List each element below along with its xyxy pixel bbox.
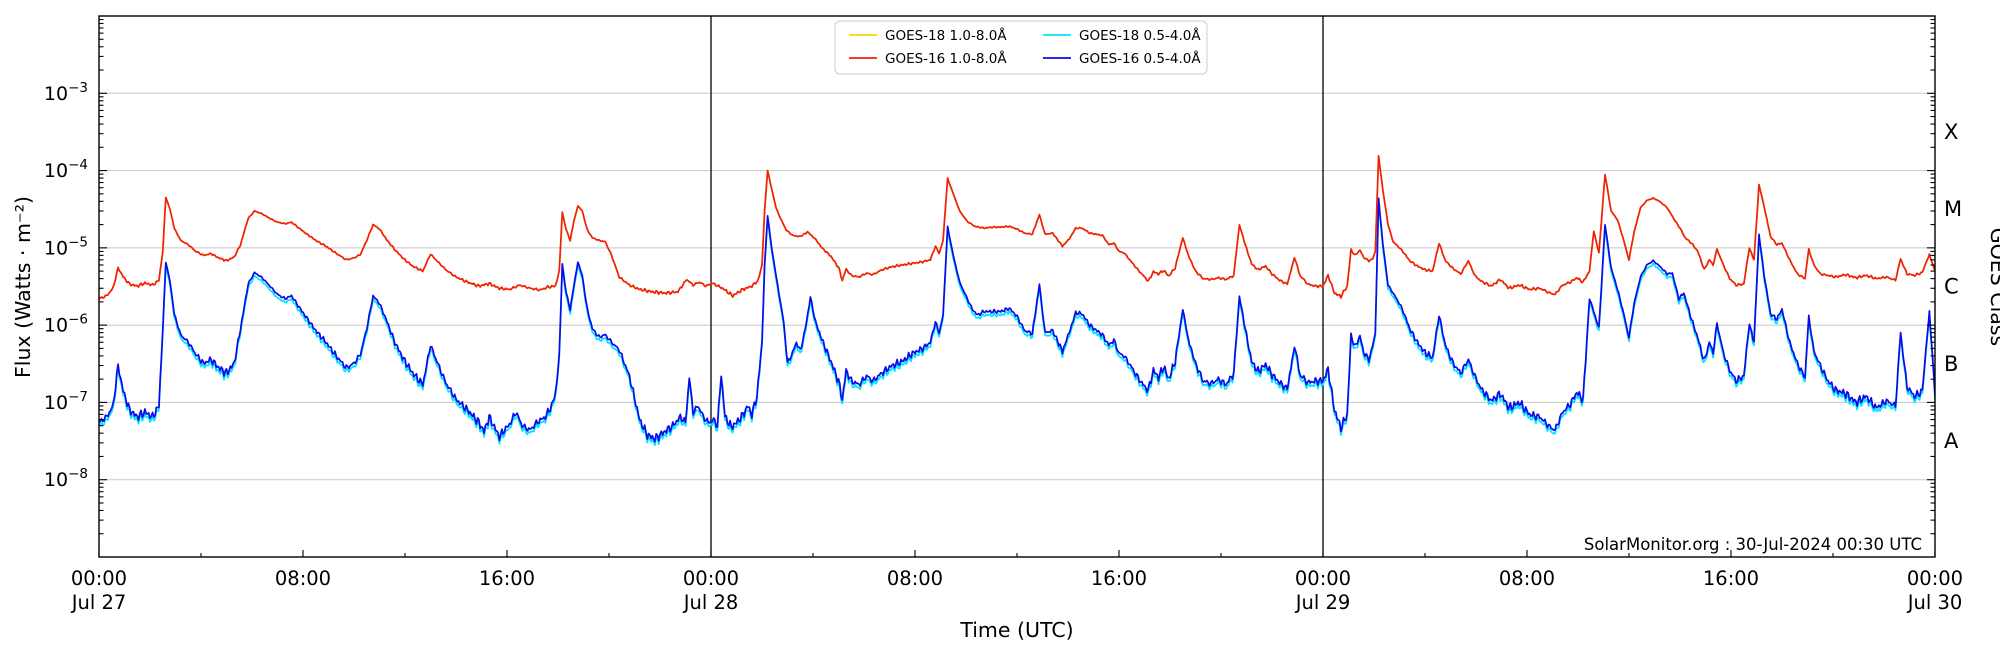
x-tick-date-label: Jul 29 [1294,591,1351,614]
legend-label: GOES-18 1.0-8.0Å [885,27,1007,44]
x-tick-label: 16:00 [1703,567,1759,590]
x-tick-label: 16:00 [479,567,535,590]
x-tick-date-label: Jul 27 [70,591,127,614]
y-tick-label: 10−5 [44,234,88,259]
legend-frame [834,20,1208,75]
right-axis-title: GOES Class [1986,228,2000,346]
day-separator-lines [710,16,1324,557]
plot-border [98,15,1936,558]
legend-entry: GOES-18 0.5-4.0Å [1043,27,1201,44]
legend-entry: GOES-16 0.5-4.0Å [1043,50,1201,67]
goes-class-label: A [1944,429,1959,453]
goes-class-label: B [1944,352,1958,376]
x-tick-date-label: Jul 28 [682,591,739,614]
x-tick-label: 00:00 [683,567,739,590]
x-tick-date-label: Jul 30 [1906,591,1963,614]
axis-ticks [98,18,1936,557]
attribution-text: SolarMonitor.org : 30-Jul-2024 00:30 UTC [1584,535,1922,554]
legend-label: GOES-16 0.5-4.0Å [1079,50,1201,67]
legend-label: GOES-18 0.5-4.0Å [1079,27,1201,44]
goes-class-label: M [1944,197,1962,221]
y-tick-label: 10−8 [44,466,88,491]
flux-series-goes-18-0-5-4-0- [99,200,1935,446]
gridlines [99,92,1935,481]
flux-series-goes-16-1-0-8-0- [99,155,1935,300]
flux-series-goes-16-0-5-4-0- [99,197,1935,443]
legend-label: GOES-16 1.0-8.0Å [885,50,1007,67]
x-tick-label: 00:00 [71,567,127,590]
legend-entry: GOES-16 1.0-8.0Å [849,50,1007,67]
goes-class-label: X [1944,120,1958,144]
x-tick-label: 08:00 [275,567,331,590]
x-tick-label: 00:00 [1907,567,1963,590]
flux-curves [99,155,1935,446]
y-tick-label: 10−7 [44,389,88,414]
x-tick-label: 00:00 [1295,567,1351,590]
y-axis-title: Flux (Watts · m⁻²) [11,196,35,378]
legend: GOES-18 1.0-8.0Å GOES-16 1.0-8.0Å GOES-1… [834,20,1208,75]
x-axis-title: Time (UTC) [959,618,1073,642]
x-tick-label: 08:00 [1499,567,1555,590]
legend-entry: GOES-18 1.0-8.0Å [849,27,1007,44]
goes-class-label: C [1944,275,1959,299]
x-tick-label: 08:00 [887,567,943,590]
flux-series-goes-18-1-0-8-0- [99,155,1935,300]
x-tick-label: 16:00 [1091,567,1147,590]
y-tick-label: 10−3 [44,80,88,105]
y-tick-label: 10−6 [44,312,88,337]
y-tick-label: 10−4 [44,157,88,182]
